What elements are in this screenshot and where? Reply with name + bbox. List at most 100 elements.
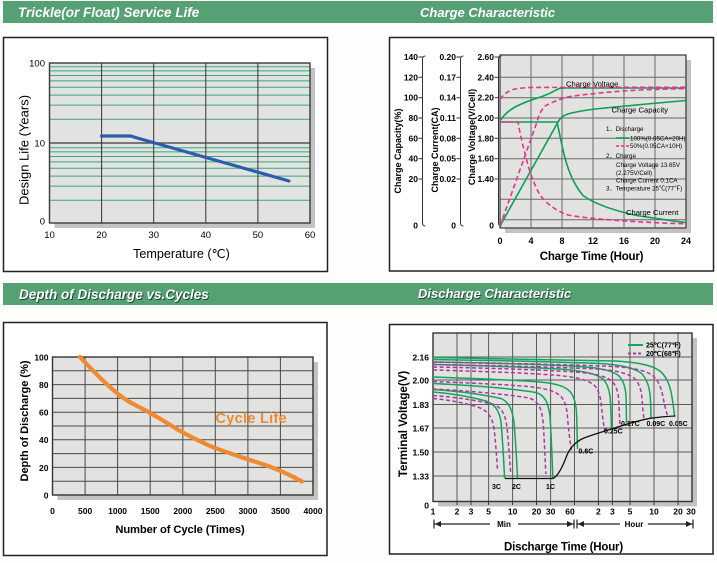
svg-text:2500: 2500 bbox=[206, 506, 225, 516]
svg-text:40: 40 bbox=[409, 154, 419, 164]
svg-text:Terminal Voltage(V): Terminal Voltage(V) bbox=[398, 371, 410, 477]
svg-text:1000: 1000 bbox=[108, 506, 127, 516]
svg-text:40: 40 bbox=[39, 435, 49, 445]
svg-text:Charge Current: Charge Current bbox=[626, 208, 679, 217]
svg-text:5: 5 bbox=[628, 507, 633, 517]
svg-text:60: 60 bbox=[565, 507, 575, 517]
svg-text:3500: 3500 bbox=[271, 506, 290, 516]
svg-text:0.05: 0.05 bbox=[439, 154, 456, 164]
svg-text:10: 10 bbox=[34, 139, 45, 150]
svg-text:20: 20 bbox=[39, 463, 49, 473]
svg-text:1.50: 1.50 bbox=[412, 448, 429, 458]
svg-text:30: 30 bbox=[686, 507, 696, 517]
svg-text:2C: 2C bbox=[512, 484, 521, 491]
svg-text:24: 24 bbox=[681, 236, 691, 246]
svg-text:0: 0 bbox=[413, 221, 418, 231]
svg-text:4000: 4000 bbox=[304, 506, 323, 516]
svg-text:Charge Capacity: Charge Capacity bbox=[612, 106, 669, 115]
svg-text:2000: 2000 bbox=[173, 506, 192, 516]
svg-text:100%(0.05CA×20H): 100%(0.05CA×20H) bbox=[630, 136, 686, 143]
svg-text:Charge Voltage: Charge Voltage bbox=[566, 80, 618, 89]
svg-text:20: 20 bbox=[650, 236, 660, 246]
svg-text:80: 80 bbox=[39, 380, 49, 390]
svg-text:Discharge Characteristic: Discharge Characteristic bbox=[419, 287, 573, 302]
svg-text:0: 0 bbox=[451, 221, 456, 231]
svg-text:1.80: 1.80 bbox=[477, 133, 494, 143]
svg-text:2.00: 2.00 bbox=[477, 113, 494, 123]
svg-text:1.67: 1.67 bbox=[412, 424, 429, 434]
svg-text:12: 12 bbox=[588, 236, 598, 246]
svg-text:10: 10 bbox=[44, 230, 55, 241]
svg-text:5: 5 bbox=[486, 507, 491, 517]
svg-text:0: 0 bbox=[489, 221, 494, 231]
svg-text:0.17C: 0.17C bbox=[621, 421, 640, 428]
svg-text:0.25C: 0.25C bbox=[604, 429, 623, 436]
svg-text:Design Life (Years): Design Life (Years) bbox=[17, 95, 32, 205]
svg-text:1: 1 bbox=[431, 507, 436, 517]
svg-text:0: 0 bbox=[44, 490, 49, 500]
svg-text:4: 4 bbox=[528, 236, 533, 246]
svg-text:0: 0 bbox=[50, 506, 55, 516]
svg-text:Charge Current(CA): Charge Current(CA) bbox=[430, 107, 440, 192]
svg-text:0.17: 0.17 bbox=[439, 72, 456, 82]
svg-text:0.6C: 0.6C bbox=[579, 449, 594, 456]
svg-text:Hour: Hour bbox=[625, 520, 644, 529]
svg-text:2: 2 bbox=[596, 507, 601, 517]
svg-text:Trickle(or Float) Service Life: Trickle(or Float) Service Life bbox=[18, 5, 200, 20]
svg-text:3: 3 bbox=[610, 507, 615, 517]
svg-text:20: 20 bbox=[96, 230, 107, 241]
svg-text:50: 50 bbox=[253, 230, 264, 241]
svg-text:Discharge Characteristic: Discharge Characteristic bbox=[418, 286, 572, 301]
svg-text:(2.275V/Cell): (2.275V/Cell) bbox=[616, 170, 652, 177]
svg-text:1.40: 1.40 bbox=[477, 174, 494, 184]
svg-text:1500: 1500 bbox=[141, 506, 160, 516]
svg-text:80: 80 bbox=[409, 113, 419, 123]
svg-text:20℃(68℉): 20℃(68℉) bbox=[646, 350, 681, 358]
svg-text:16: 16 bbox=[619, 236, 629, 246]
svg-text:20: 20 bbox=[673, 507, 683, 517]
svg-text:Charge Characteristic: Charge Characteristic bbox=[420, 5, 556, 20]
svg-text:Charge Current 0.1CA: Charge Current 0.1CA bbox=[616, 178, 678, 185]
svg-text:0.14: 0.14 bbox=[439, 93, 456, 103]
svg-text:Discharge Time (Hour): Discharge Time (Hour) bbox=[504, 542, 623, 554]
svg-text:3: 3 bbox=[469, 507, 474, 517]
svg-text:2.20: 2.20 bbox=[477, 93, 494, 103]
svg-text:60: 60 bbox=[409, 133, 419, 143]
svg-text:0.05C: 0.05C bbox=[669, 421, 688, 428]
svg-text:Cycle Life: Cycle Life bbox=[216, 411, 288, 427]
svg-text:Charge Voltage 13.65V: Charge Voltage 13.65V bbox=[616, 162, 681, 169]
svg-text:Depth of Discharge vs.Cycles: Depth of Discharge vs.Cycles bbox=[19, 287, 209, 302]
svg-text:120: 120 bbox=[404, 72, 418, 82]
svg-text:2.40: 2.40 bbox=[477, 72, 494, 82]
svg-text:3．Temperature 25℃(77℉): 3．Temperature 25℃(77℉) bbox=[606, 186, 682, 193]
svg-text:Charge Voltage(V/Cell): Charge Voltage(V/Cell) bbox=[467, 89, 477, 185]
svg-text:0.09C: 0.09C bbox=[647, 421, 666, 428]
svg-text:0: 0 bbox=[40, 217, 45, 228]
svg-text:50%(0.05CA×10H): 50%(0.05CA×10H) bbox=[630, 143, 682, 150]
svg-text:1C: 1C bbox=[546, 484, 555, 491]
svg-text:Temperature (℃): Temperature (℃) bbox=[133, 247, 230, 261]
svg-text:140: 140 bbox=[404, 52, 418, 62]
svg-text:2.60: 2.60 bbox=[477, 52, 494, 62]
svg-text:60: 60 bbox=[39, 408, 49, 418]
svg-text:2.16: 2.16 bbox=[412, 353, 429, 363]
svg-text:40: 40 bbox=[201, 230, 212, 241]
svg-text:30: 30 bbox=[546, 507, 556, 517]
svg-text:0.20: 0.20 bbox=[439, 52, 456, 62]
svg-text:30: 30 bbox=[148, 230, 159, 241]
svg-text:2．Charge: 2．Charge bbox=[606, 153, 636, 160]
svg-text:0.02: 0.02 bbox=[439, 174, 456, 184]
svg-text:0.11: 0.11 bbox=[440, 113, 456, 123]
svg-text:20: 20 bbox=[532, 507, 542, 517]
svg-text:Min: Min bbox=[497, 520, 511, 529]
svg-text:25℃(77℉): 25℃(77℉) bbox=[646, 342, 681, 350]
svg-text:0: 0 bbox=[424, 501, 429, 511]
svg-text:Charge Time (Hour): Charge Time (Hour) bbox=[540, 251, 644, 263]
svg-text:100: 100 bbox=[404, 93, 418, 103]
svg-text:3C: 3C bbox=[492, 484, 501, 491]
svg-text:10: 10 bbox=[649, 507, 659, 517]
svg-text:1.60: 1.60 bbox=[477, 154, 494, 164]
svg-text:Charge Capacity(%): Charge Capacity(%) bbox=[393, 108, 403, 193]
svg-text:1.33: 1.33 bbox=[412, 472, 429, 482]
svg-text:100: 100 bbox=[29, 59, 45, 70]
